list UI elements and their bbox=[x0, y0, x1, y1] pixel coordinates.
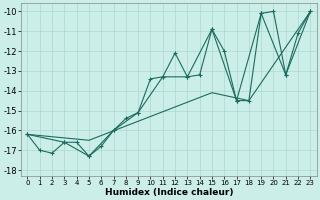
X-axis label: Humidex (Indice chaleur): Humidex (Indice chaleur) bbox=[105, 188, 233, 197]
